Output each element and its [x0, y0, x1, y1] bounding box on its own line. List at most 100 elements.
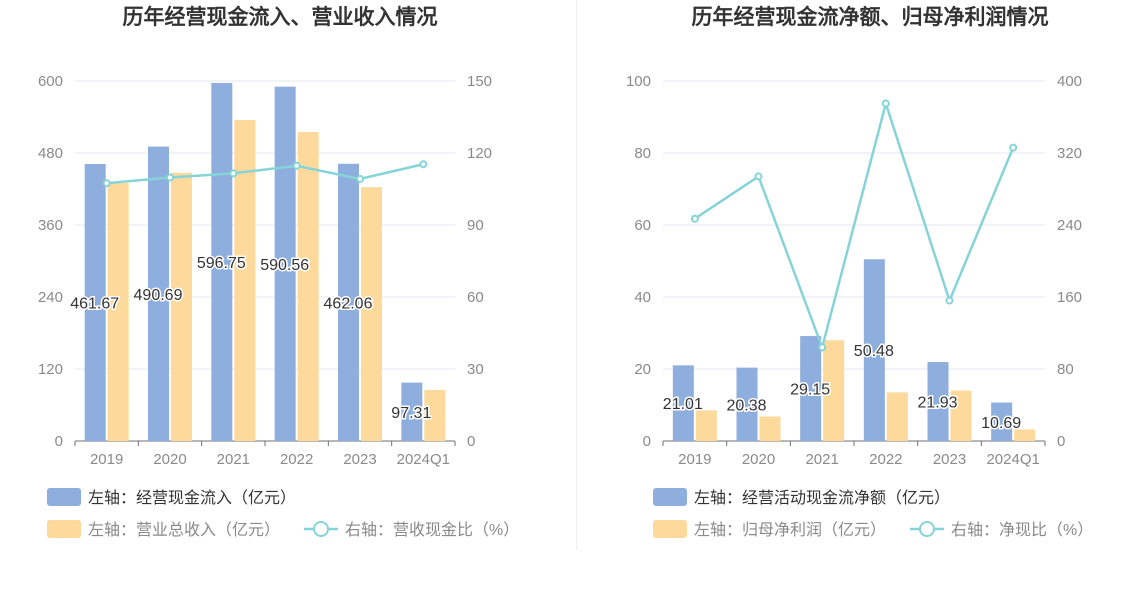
x-axis-tick-label: 2023	[343, 451, 376, 468]
left-axis-tick-label: 40	[634, 289, 651, 306]
left-axis-tick-label: 120	[38, 361, 63, 378]
data-label: 10.69	[981, 415, 1021, 432]
line-point	[1009, 143, 1018, 152]
legend-swatch-marker	[313, 521, 330, 537]
x-axis-tick-label: 2020	[742, 451, 775, 468]
left-axis-tick-label: 600	[38, 73, 63, 90]
x-axis-tick-label: 2020	[153, 451, 186, 468]
bar-primary	[338, 163, 359, 441]
x-axis-tick-label: 2024Q1	[397, 451, 450, 468]
series-line	[694, 99, 1015, 352]
line-point	[292, 161, 301, 170]
legend-label: 左轴：经营活动现金流净额（亿元）	[694, 489, 950, 507]
bar-secondary	[823, 340, 845, 441]
bar-secondary	[695, 410, 717, 441]
left-axis-tick-label: 80	[634, 145, 651, 162]
line-point	[229, 169, 238, 178]
data-label: 590.56	[260, 257, 309, 274]
bar-primary	[84, 163, 106, 442]
legend-swatch	[47, 488, 81, 506]
bar-secondary	[107, 183, 129, 441]
series-line	[106, 163, 424, 185]
legend-label: 右轴：净现比（%）	[951, 521, 1093, 539]
right-axis-tick-label: 320	[1057, 145, 1082, 162]
chart-title: 历年经营现金流净额、归母净利润情况	[692, 5, 1049, 29]
right-axis-tick-label: 60	[467, 289, 484, 306]
right-axis-tick-label: 0	[467, 433, 475, 450]
legend-label: 左轴：营业总收入（亿元）	[88, 521, 280, 539]
legend-swatch	[653, 488, 687, 506]
line-point	[945, 296, 954, 305]
data-label: 21.93	[917, 395, 957, 412]
line-point	[818, 343, 827, 352]
x-axis-tick-label: 2021	[217, 451, 250, 468]
bar-primary	[401, 382, 423, 441]
data-label: 462.06	[324, 295, 373, 312]
x-axis-tick-label: 2021	[805, 451, 838, 468]
line-point	[166, 173, 174, 182]
x-axis-tick-label: 2024Q1	[986, 451, 1039, 468]
chart-panel-2: 历年经营现金流净额、归母净利润情况 0 20 40 60 80 100 0 80 160 240 32…	[626, 5, 1093, 539]
left-axis-tick-label: 0	[55, 433, 63, 450]
bar-primary	[211, 82, 233, 441]
bar-primary	[148, 146, 169, 441]
left-axis-tick-label: 360	[38, 217, 63, 234]
bar-primary	[274, 86, 296, 441]
left-axis-tick-label: 100	[626, 73, 651, 90]
right-axis-tick-label: 80	[1057, 361, 1074, 378]
line-point	[881, 99, 890, 108]
x-axis-tick-label: 2022	[280, 451, 313, 468]
bar-primary	[672, 365, 694, 441]
bar-primary	[927, 362, 949, 441]
x-axis-tick-label: 2023	[933, 451, 966, 468]
legend-swatch-marker	[919, 521, 936, 537]
bar-secondary	[361, 187, 382, 441]
right-axis-tick-label: 30	[467, 361, 484, 378]
right-axis-tick-label: 90	[467, 217, 484, 234]
legend-swatch	[653, 520, 687, 538]
x-axis-tick-label: 2019	[678, 451, 711, 468]
bar-secondary	[297, 132, 319, 441]
chart-panel-1: 历年经营现金流入、营业收入情况 0 120 240 360 480 600 0 30 60 90 12…	[38, 5, 519, 539]
x-axis-tick-label: 2022	[869, 451, 902, 468]
data-label: 21.01	[663, 396, 703, 413]
legend-label: 左轴：归母净利润（亿元）	[694, 521, 886, 539]
bar-secondary	[886, 392, 908, 441]
panel-divider	[576, 0, 577, 550]
left-axis-tick-label: 0	[643, 433, 651, 450]
x-axis-tick-label: 2019	[90, 451, 123, 468]
data-label: 490.69	[134, 287, 183, 304]
legend-swatch	[47, 520, 81, 538]
bar-secondary	[950, 390, 972, 441]
left-axis-tick-label: 480	[38, 145, 63, 162]
data-label: 20.38	[726, 397, 766, 414]
right-axis-tick-label: 400	[1057, 73, 1082, 90]
right-axis-tick-label: 240	[1057, 217, 1082, 234]
line-point	[419, 160, 428, 169]
bar-primary	[800, 336, 822, 441]
line-point	[102, 179, 111, 188]
data-label: 97.31	[391, 405, 431, 422]
bar-secondary	[171, 172, 192, 442]
line-point	[690, 214, 699, 223]
line-point	[356, 174, 364, 183]
right-axis-tick-label: 160	[1057, 289, 1082, 306]
bar-secondary	[759, 416, 781, 441]
data-label: 50.48	[854, 343, 894, 360]
legend-label: 右轴：营收现金比（%）	[345, 521, 519, 539]
bar-secondary	[1014, 429, 1036, 441]
bar-secondary	[234, 120, 256, 441]
bar-primary	[736, 367, 758, 441]
right-axis-tick-label: 0	[1057, 433, 1065, 450]
data-label: 461.67	[70, 295, 119, 312]
right-axis-tick-label: 150	[467, 73, 492, 90]
left-axis-tick-label: 20	[634, 361, 651, 378]
data-label: 29.15	[790, 382, 830, 399]
left-axis-tick-label: 60	[634, 217, 651, 234]
legend-label: 左轴：经营现金流入（亿元）	[88, 489, 296, 507]
line-point	[754, 172, 763, 181]
right-axis-tick-label: 120	[467, 145, 492, 162]
bar-primary	[863, 259, 885, 441]
